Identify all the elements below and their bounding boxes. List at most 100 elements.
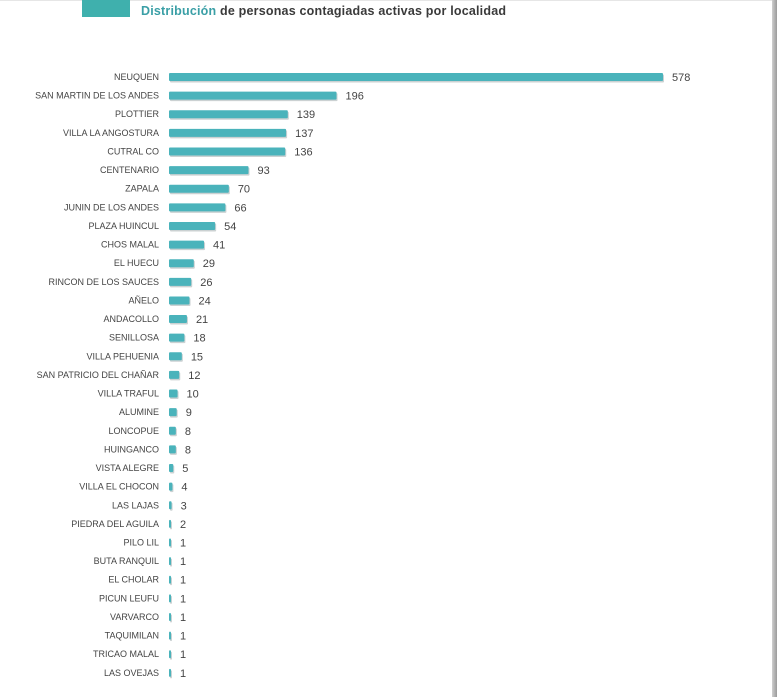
value-label-senillosa: 18 — [193, 333, 205, 345]
category-label-cutral-co: CUTRAL CO — [107, 146, 159, 156]
value-label-las-ovejas: 1 — [180, 668, 186, 680]
value-label-rincon-de-los-sauces: 26 — [200, 277, 212, 289]
bar-rincon-de-los-sauces — [169, 277, 192, 286]
category-label-alumine: ALUMINE — [119, 407, 159, 417]
bar-las-ovejas — [169, 668, 171, 677]
page-edge — [772, 0, 777, 697]
category-label-anelo: AÑELO — [128, 295, 159, 305]
value-label-loncopue: 8 — [185, 426, 191, 438]
category-label-zapala: ZAPALA — [125, 184, 159, 194]
category-label-san-martin-de-los-andes: SAN MARTIN DE LOS ANDES — [35, 91, 159, 101]
bar-junin-de-los-andes — [169, 203, 226, 212]
category-label-san-patricio-del-chanar: SAN PATRICIO DEL CHAÑAR — [37, 370, 160, 380]
bar-picun-leufu — [169, 594, 171, 603]
category-label-plottier: PLOTTIER — [115, 109, 160, 119]
value-label-piedra-del-aguila: 2 — [180, 519, 186, 531]
bar-loncopue — [169, 426, 176, 435]
category-label-piedra-del-aguila: PIEDRA DEL AGUILA — [71, 519, 159, 529]
category-label-vista-alegre: VISTA ALEGRE — [96, 463, 159, 473]
value-label-anelo: 24 — [199, 295, 211, 307]
category-label-chos-malal: CHOS MALAL — [101, 240, 159, 250]
bar-chos-malal — [169, 240, 205, 249]
bar-buta-ranquil — [169, 557, 171, 566]
value-label-villa-traful: 10 — [187, 389, 199, 401]
bar-centenario — [169, 166, 249, 175]
category-label-picun-leufu: PICUN LEUFU — [99, 593, 159, 603]
category-label-villa-pehuenia: VILLA PEHUENIA — [86, 351, 159, 361]
bar-el-huecu — [169, 259, 194, 268]
category-label-pilo-lil: PILO LIL — [123, 538, 159, 548]
bar-villa-la-angostura — [169, 128, 287, 137]
category-label-huinganco: HUINGANCO — [104, 444, 159, 454]
bar-anelo — [169, 296, 190, 305]
category-label-junin-de-los-andes: JUNIN DE LOS ANDES — [64, 202, 159, 212]
value-label-vista-alegre: 5 — [182, 463, 188, 475]
bar-san-patricio-del-chanar — [169, 370, 180, 379]
category-label-andacollo: ANDACOLLO — [103, 314, 159, 324]
bar-plaza-huincul — [169, 221, 216, 230]
value-label-chos-malal: 41 — [213, 240, 225, 252]
bar-vista-alegre — [169, 464, 174, 473]
value-label-andacollo: 21 — [196, 314, 208, 326]
bar-piedra-del-aguila — [169, 519, 171, 528]
category-label-villa-la-angostura: VILLA LA ANGOSTURA — [63, 128, 159, 138]
bar-villa-pehuenia — [169, 352, 182, 361]
category-label-plaza-huincul: PLAZA HUINCUL — [88, 221, 159, 231]
bar-el-cholar — [169, 575, 171, 584]
value-label-neuquen: 578 — [672, 72, 690, 84]
bar-plottier — [169, 110, 288, 119]
category-label-loncopue: LONCOPUE — [108, 426, 159, 436]
value-label-san-patricio-del-chanar: 12 — [188, 370, 200, 382]
header-color-block — [82, 0, 130, 17]
category-label-el-cholar: EL CHOLAR — [108, 575, 159, 585]
category-label-tricao-malal: TRICAO MALAL — [93, 649, 159, 659]
value-label-villa-la-angostura: 137 — [295, 128, 313, 140]
category-label-el-huecu: EL HUECU — [114, 258, 159, 268]
value-label-huinganco: 8 — [185, 444, 191, 456]
value-label-las-lajas: 3 — [181, 500, 187, 512]
bar-andacollo — [169, 315, 187, 324]
value-label-centenario: 93 — [257, 165, 269, 177]
value-label-junin-de-los-andes: 66 — [234, 202, 246, 214]
bar-pilo-lil — [169, 538, 171, 547]
chart-title-accent: Distribución — [141, 4, 217, 18]
category-label-villa-el-chocon: VILLA EL CHOCON — [79, 482, 159, 492]
category-label-centenario: CENTENARIO — [100, 165, 159, 175]
bar-senillosa — [169, 333, 185, 342]
value-label-tricao-malal: 1 — [180, 649, 186, 661]
bar-san-martin-de-los-andes — [169, 91, 337, 100]
category-label-rincon-de-los-sauces: RINCON DE LOS SAUCES — [48, 277, 159, 287]
value-label-varvarco: 1 — [180, 612, 186, 624]
category-label-buta-ranquil: BUTA RANQUIL — [94, 556, 159, 566]
bar-alumine — [169, 408, 177, 417]
value-label-el-huecu: 29 — [203, 258, 215, 270]
bar-tricao-malal — [169, 650, 171, 659]
category-label-las-ovejas: LAS OVEJAS — [104, 668, 159, 678]
category-label-varvarco: VARVARCO — [110, 612, 159, 622]
bar-cutral-co — [169, 147, 286, 156]
category-label-taquimilan: TAQUIMILAN — [105, 631, 159, 641]
value-label-villa-pehuenia: 15 — [191, 351, 203, 363]
value-label-picun-leufu: 1 — [180, 593, 186, 605]
bar-zapala — [169, 184, 229, 193]
bar-varvarco — [169, 612, 171, 621]
bar-villa-traful — [169, 389, 178, 398]
category-label-senillosa: SENILLOSA — [109, 333, 159, 343]
bar-neuquen — [169, 73, 663, 81]
chart-title: Distribución de personas contagiadas act… — [141, 4, 506, 18]
value-label-plottier: 139 — [297, 109, 315, 121]
value-label-buta-ranquil: 1 — [180, 556, 186, 568]
value-label-pilo-lil: 1 — [180, 538, 186, 550]
value-label-villa-el-chocon: 4 — [181, 482, 187, 494]
value-label-el-cholar: 1 — [180, 575, 186, 587]
value-label-san-martin-de-los-andes: 196 — [346, 91, 364, 103]
category-label-neuquen: NEUQUEN — [114, 72, 159, 82]
chart-title-rest: de personas contagiadas activas por loca… — [216, 4, 507, 18]
value-label-taquimilan: 1 — [180, 631, 186, 643]
bar-taquimilan — [169, 631, 171, 640]
bar-huinganco — [169, 445, 176, 454]
category-label-las-lajas: LAS LAJAS — [112, 500, 159, 510]
value-label-cutral-co: 136 — [294, 146, 312, 158]
category-label-villa-traful: VILLA TRAFUL — [98, 389, 159, 399]
